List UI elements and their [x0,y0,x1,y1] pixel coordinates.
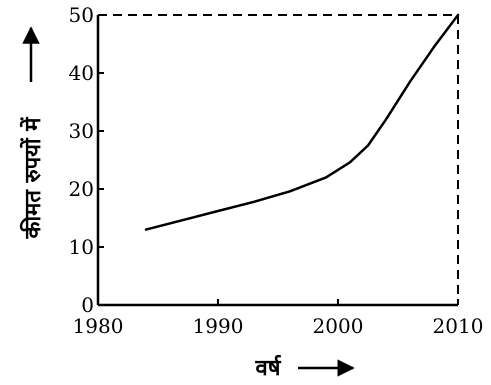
x-tick-label: 2000 [313,314,364,338]
y-tick-label: 10 [69,235,94,259]
y-tick-label: 20 [69,177,94,201]
y-tick-label: 0 [81,293,94,317]
x-axis-title: वर्ष [255,354,282,381]
y-tick-label: 40 [69,61,94,85]
y-tick-label: 50 [69,3,94,27]
x-tick-label: 2010 [433,314,484,338]
x-tick-label: 1980 [73,314,124,338]
y-tick-label: 30 [69,119,94,143]
price-series-line [146,15,458,230]
y-axis-title: कीमत रुपयों में [19,117,46,240]
x-tick-label: 1990 [193,314,244,338]
